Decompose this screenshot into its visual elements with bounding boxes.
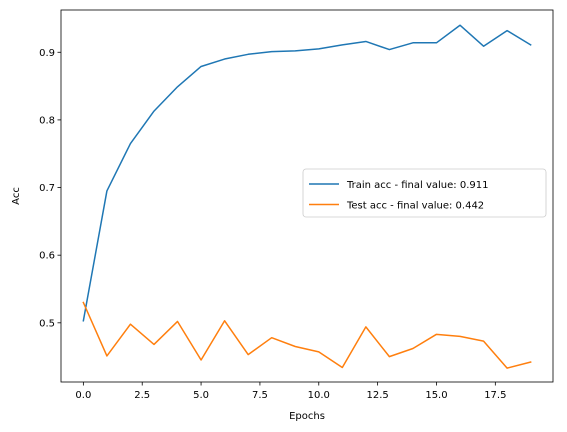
y-tick-label: 0.9 (39, 48, 55, 59)
axes: 0.0 2.5 5.0 7.5 10.0 12.5 15.0 17.5 0.5 0.6 0.7 0.8… (39, 9, 554, 401)
y-tick-label: 0.6 (39, 251, 55, 262)
x-tick-label: 12.5 (366, 390, 388, 401)
series-line-1 (82, 301, 532, 369)
y-axis-label: Acc (11, 187, 22, 205)
legend-label-test: Test acc - final value: 0.442 (346, 201, 484, 212)
x-tick-label: 2.5 (134, 390, 150, 401)
series-group (82, 24, 532, 369)
y-tick-label: 0.7 (39, 183, 55, 194)
x-tick-label: 5.0 (193, 390, 209, 401)
legend-label-train: Train acc - final value: 0.911 (346, 180, 488, 191)
x-tick-label: 7.5 (252, 390, 268, 401)
y-tick-label: 0.8 (39, 115, 55, 126)
legend-box (302, 168, 547, 218)
axes-frame (60, 9, 554, 383)
x-tick-label: 0.0 (75, 390, 91, 401)
x-tick-label: 15.0 (425, 390, 447, 401)
series-line-0 (82, 24, 532, 322)
x-tick-label: 10.0 (308, 390, 330, 401)
legend: Train acc - final value: 0.911 Test acc … (302, 168, 547, 218)
x-axis-label: Epochs (289, 411, 325, 422)
x-tick-label: 17.5 (484, 390, 506, 401)
y-tick-label: 0.5 (39, 318, 55, 329)
